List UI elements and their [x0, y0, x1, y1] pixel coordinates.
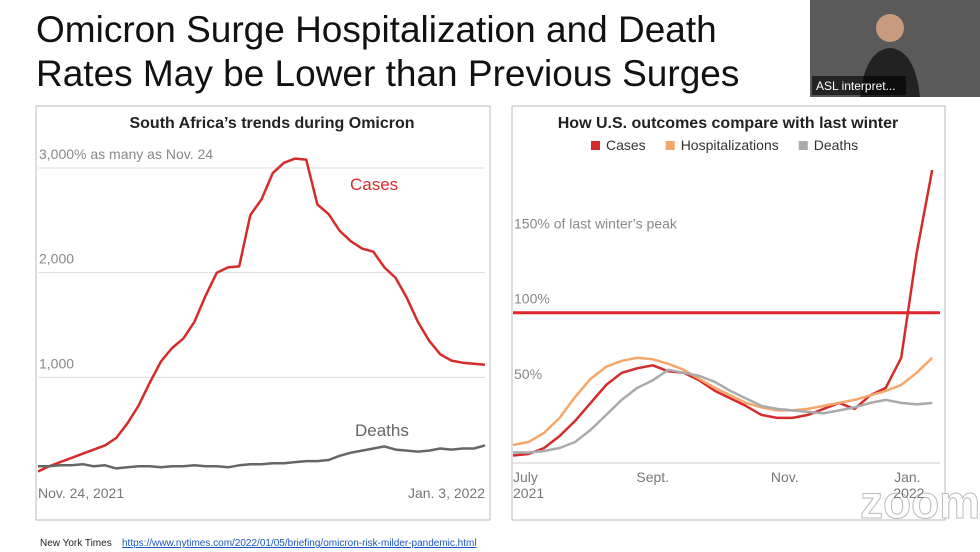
y-tick-label: 100% [514, 291, 550, 307]
y-tick-label: 3,000% as many as Nov. 24 [39, 146, 213, 162]
chart-title: How U.S. outcomes compare with last wint… [558, 115, 899, 132]
series-line [512, 356, 934, 447]
x-tick-label: Jan. 3, 2022 [408, 485, 485, 501]
video-label-bg [812, 76, 906, 95]
series-label: Deaths [355, 421, 409, 440]
legend-label: Cases [606, 137, 646, 153]
legend-label: Deaths [814, 137, 858, 153]
series-label: Cases [350, 175, 398, 194]
x-tick-label: Sept. [636, 469, 669, 485]
series-line [512, 169, 934, 457]
slide-title: Omicron Surge Hospitalization and Death [36, 9, 717, 50]
series-line [38, 444, 486, 470]
y-tick-label: 50% [514, 366, 542, 382]
person [876, 14, 904, 42]
chart-title: South Africa’s trends during Omicron [129, 115, 414, 132]
legend-swatch [665, 141, 675, 150]
legend-swatch [591, 141, 600, 150]
watermark: zoom [860, 476, 980, 528]
y-tick-label: 2,000 [39, 251, 74, 267]
legend-swatch [798, 141, 808, 150]
x-tick-label: Nov. 24, 2021 [38, 485, 124, 501]
source-link[interactable]: https://www.nytimes.com/2022/01/05/brief… [122, 538, 477, 549]
x-tick-label: Nov. [771, 469, 799, 485]
legend-label: Hospitalizations [681, 137, 779, 153]
video-label: ASL interpret... [816, 79, 896, 93]
series-line [37, 157, 486, 473]
y-tick-label: 150% of last winter’s peak [514, 216, 678, 232]
series-line [513, 368, 933, 454]
source-name: New York Times [40, 538, 112, 549]
x-tick-label: July 2021 [513, 469, 544, 501]
slide-title: Rates May be Lower than Previous Surges [36, 53, 739, 94]
x-tick-label: Jan. 2022 [893, 469, 924, 501]
y-tick-label: 1,000 [39, 355, 74, 371]
